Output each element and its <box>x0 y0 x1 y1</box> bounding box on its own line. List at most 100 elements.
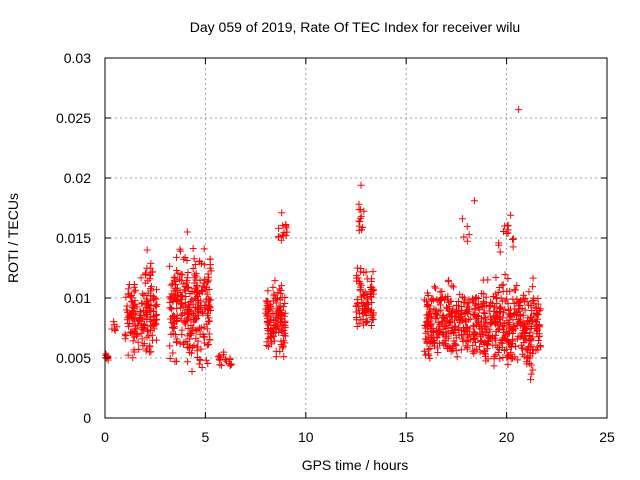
data-point <box>193 314 201 322</box>
data-point <box>519 344 527 352</box>
data-point <box>277 312 285 320</box>
data-point <box>124 351 132 359</box>
data-point <box>146 343 154 351</box>
data-point <box>369 268 377 276</box>
data-point <box>486 319 494 327</box>
data-point <box>145 332 153 340</box>
data-point <box>184 325 192 333</box>
data-point <box>188 296 196 304</box>
data-point <box>360 207 368 215</box>
data-point <box>193 343 201 351</box>
data-point <box>369 309 377 317</box>
data-point <box>534 295 542 303</box>
data-point <box>431 310 439 318</box>
data-point <box>516 302 524 310</box>
data-point <box>177 270 185 278</box>
data-point <box>183 343 191 351</box>
data-point <box>507 343 515 351</box>
chart-title: Day 059 of 2019, Rate Of TEC Index for r… <box>190 19 520 35</box>
data-point <box>519 295 527 303</box>
data-point <box>147 318 155 326</box>
data-point <box>190 342 198 350</box>
data-point <box>520 328 528 336</box>
data-point <box>487 298 495 306</box>
data-point <box>124 320 132 328</box>
data-point <box>432 327 440 335</box>
data-point <box>128 329 136 337</box>
data-point <box>192 272 200 280</box>
data-point <box>447 347 455 355</box>
data-point <box>137 317 145 325</box>
data-point <box>532 312 540 320</box>
data-point <box>226 354 234 362</box>
data-point <box>264 335 272 343</box>
data-point <box>509 295 517 303</box>
data-point <box>281 324 289 332</box>
data-point <box>513 281 521 289</box>
data-point <box>146 264 154 272</box>
data-point <box>140 321 148 329</box>
data-point <box>456 290 464 298</box>
data-point <box>196 324 204 332</box>
data-point <box>472 321 480 329</box>
data-point <box>180 286 188 294</box>
data-point <box>270 297 278 305</box>
data-point <box>201 275 209 283</box>
data-point <box>354 299 362 307</box>
data-point <box>438 287 446 295</box>
data-point <box>488 318 496 326</box>
data-point <box>170 311 178 319</box>
data-point <box>367 284 375 292</box>
data-point <box>510 286 518 294</box>
data-point <box>141 307 149 315</box>
data-point <box>279 303 287 311</box>
data-point <box>167 294 175 302</box>
data-point <box>181 299 189 307</box>
data-point <box>361 288 369 296</box>
y-tick-label: 0.03 <box>64 50 91 66</box>
data-point <box>281 339 289 347</box>
data-point <box>533 311 541 319</box>
data-point <box>142 269 150 277</box>
data-point <box>501 271 509 279</box>
data-point <box>490 362 498 370</box>
data-point <box>174 269 182 277</box>
data-point <box>152 286 160 294</box>
data-point <box>356 218 364 226</box>
data-point <box>200 245 208 253</box>
data-point <box>262 297 270 305</box>
data-point <box>474 294 482 302</box>
data-point <box>171 278 179 286</box>
data-point <box>507 211 515 219</box>
data-point <box>200 279 208 287</box>
data-point <box>462 342 470 350</box>
data-point <box>276 302 284 310</box>
data-point <box>424 301 432 309</box>
data-point <box>176 275 184 283</box>
data-point <box>484 333 492 341</box>
data-point <box>151 302 159 310</box>
data-point <box>422 321 430 329</box>
data-point <box>281 299 289 307</box>
data-point <box>139 326 147 334</box>
data-point <box>364 300 372 308</box>
data-point <box>530 296 538 304</box>
data-point <box>206 336 214 344</box>
y-tick-label: 0 <box>83 410 91 426</box>
data-point <box>200 339 208 347</box>
data-point <box>137 274 145 282</box>
data-point <box>469 297 477 305</box>
data-point <box>177 247 185 255</box>
data-point <box>218 361 226 369</box>
data-point <box>183 256 191 264</box>
data-point <box>440 313 448 321</box>
data-point <box>446 303 454 311</box>
data-point <box>176 340 184 348</box>
data-point <box>357 293 365 301</box>
data-point <box>129 337 137 345</box>
data-point <box>455 297 463 305</box>
data-point <box>177 293 185 301</box>
data-point <box>460 233 468 241</box>
data-point <box>178 310 186 318</box>
data-point <box>363 275 371 283</box>
